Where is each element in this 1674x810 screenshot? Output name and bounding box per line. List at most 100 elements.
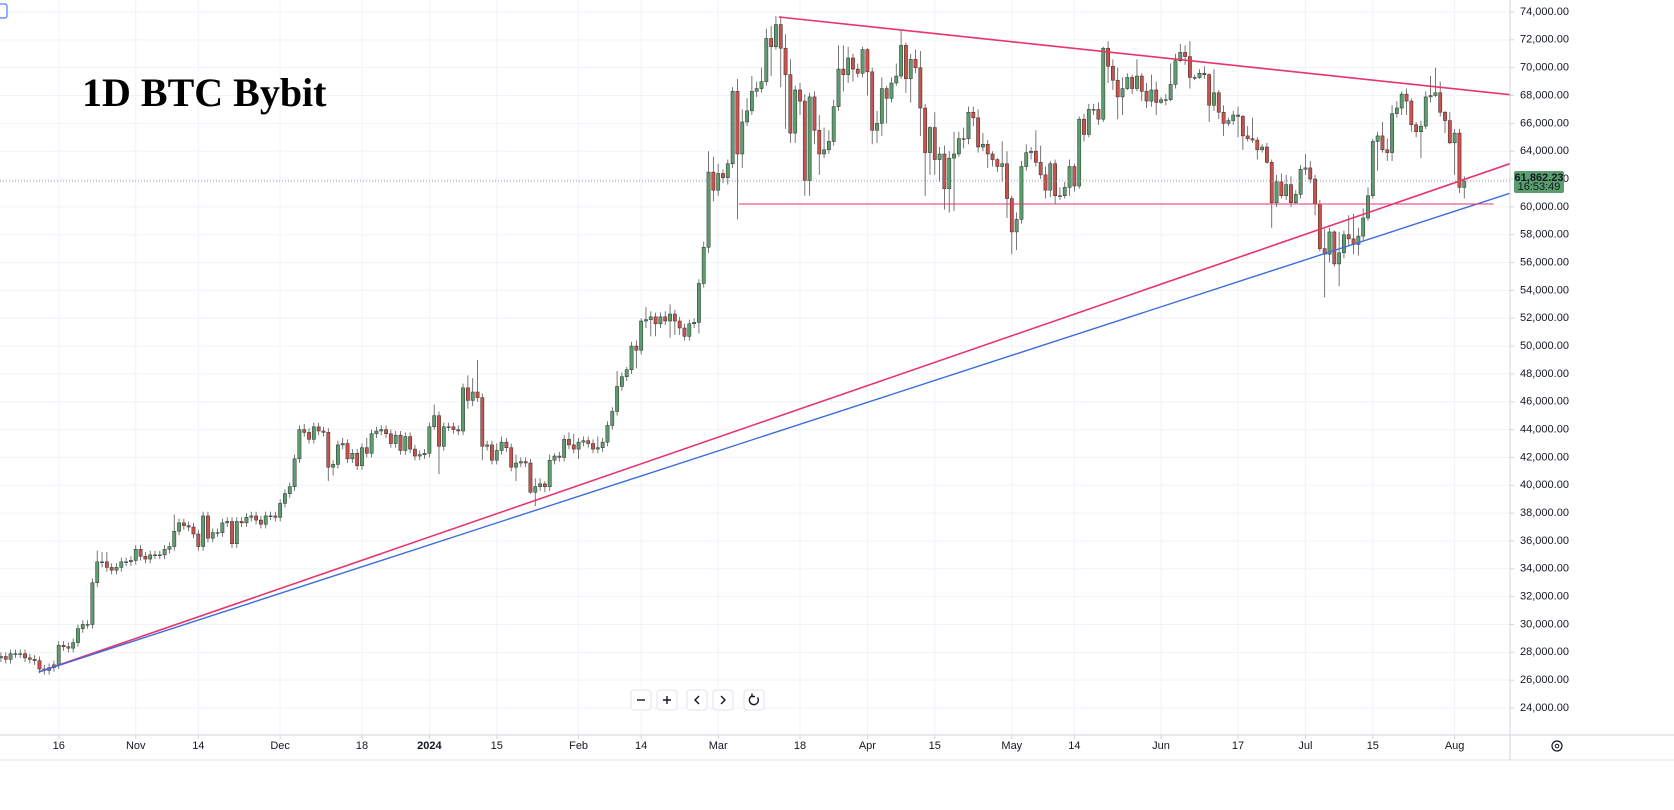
candle-body [672,313,677,322]
candle-body [610,411,615,426]
x-tick-label: Nov [126,740,146,752]
x-tick-label: 15 [929,740,941,752]
candle-body [634,345,639,351]
candle-body [119,561,124,568]
candle-body [668,313,672,322]
scroll-left-icon [694,695,700,705]
reset-button[interactable] [743,689,765,711]
candle-body [1385,149,1390,153]
candle-body [1313,178,1317,205]
settings-button[interactable] [1551,740,1563,752]
candle-body [210,532,215,539]
candle-body [470,391,475,401]
candle-body [793,89,798,134]
scroll-left-button[interactable] [686,689,708,711]
candle-body [379,429,384,432]
candle-body [749,91,754,112]
candle-body [899,45,903,77]
candle-body [268,515,273,517]
scroll-right-button[interactable] [712,689,734,711]
candle-body [716,173,721,191]
candle-body [239,521,244,524]
settings-icon [1551,740,1563,752]
candle-body [509,447,514,468]
candle-body [167,546,172,550]
y-tick-label: 48,000.00 [1520,368,1569,380]
candle-body [639,320,644,351]
candle-body [311,426,316,440]
candle-body [620,376,624,387]
candle-body [1433,92,1438,96]
y-tick-label: 60,000.00 [1520,201,1569,213]
candle-body [908,59,913,80]
candle-body [769,38,774,48]
candle-body [196,533,201,547]
y-tick-label: 52,000.00 [1520,312,1569,324]
candle-body [480,397,485,447]
y-tick-label: 44,000.00 [1520,424,1569,436]
candle-body [32,659,37,661]
candle-body [432,415,437,428]
x-tick-label: May [1001,740,1022,752]
candle-body [177,522,181,532]
candle-body [114,567,119,571]
x-tick-label: Apr [859,740,876,752]
candle-body [23,653,27,659]
candle-body [1058,195,1062,197]
candle-body [273,515,278,518]
candle-body [644,319,648,322]
x-tick-label: 15 [1367,740,1379,752]
candle-body [947,157,952,190]
candle-body [100,561,104,563]
corner-badge[interactable] [0,3,8,19]
y-tick-label: 30,000.00 [1520,618,1569,630]
candle-body [976,117,980,148]
candle-body [80,624,85,629]
candle-body [441,426,446,447]
candle-body [1096,109,1101,120]
candle-body [745,110,749,123]
candle-body [1409,100,1414,126]
x-tick-label: 14 [192,740,204,752]
candle-body [1366,195,1370,219]
candle-body [591,443,595,450]
candle-body [104,561,109,568]
axes: 24,000.00 26,000.00 28,000.00 30,000.00 32,0… [53,6,1569,752]
y-tick-label: 56,000.00 [1520,256,1569,268]
candle-body [451,426,456,430]
candle-body [1317,203,1322,249]
candle-body [1279,181,1284,196]
candle-body [1240,116,1245,137]
x-tick-label: Aug [1445,740,1465,752]
candle-body [446,426,451,428]
candle-body [807,96,812,181]
candle-body [1024,152,1029,167]
candle-body [995,159,1000,167]
candle-body [764,38,769,82]
settings-icon-core [1554,743,1560,749]
candle-body [812,96,817,131]
y-tick-label: 40,000.00 [1520,479,1569,491]
candle-body [1082,118,1086,135]
candle-body [562,439,567,458]
candle-body [1419,125,1423,132]
candle-body [201,515,206,547]
candle-body [13,653,18,655]
candle-body [706,171,711,248]
candle-body [875,123,879,131]
candle-body [966,111,971,139]
candle-body [884,88,889,99]
y-tick-label: 66,000.00 [1520,117,1569,129]
candle-body [307,432,311,440]
candle-body [1380,135,1385,151]
trend-line [778,16,1510,96]
chart-title: 1D BTC Bybit [82,70,327,115]
candle-body [408,436,412,450]
candle-body [557,455,562,458]
candle-body [355,453,360,467]
candle-body [292,458,297,487]
candle-body [138,549,143,557]
candle-body [393,434,398,444]
last-price-label: 61,862.23 [1515,172,1564,184]
candle-body [1245,135,1250,139]
